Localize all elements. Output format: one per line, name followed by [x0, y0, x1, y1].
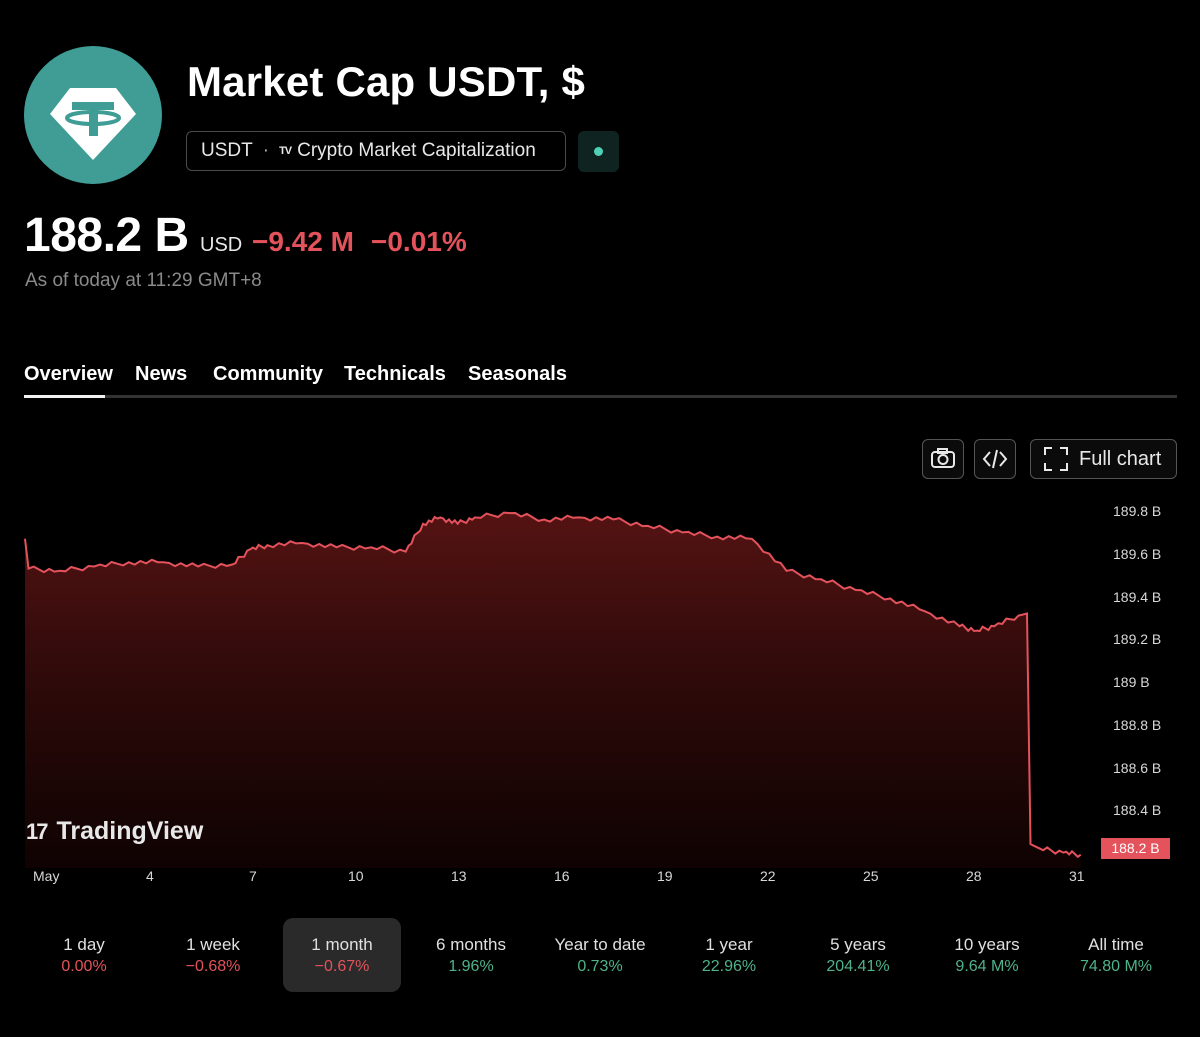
currency-label: USD [200, 234, 243, 256]
tether-diamond-icon [50, 88, 136, 160]
tab-active-indicator [24, 395, 105, 398]
y-axis-tick: 189.2 B [1113, 631, 1162, 647]
tradingview-watermark: 17 TradingView [26, 817, 203, 846]
x-axis-tick: 13 [451, 868, 467, 884]
chart-area-fill [25, 512, 1081, 868]
period-label: Year to date [554, 935, 646, 954]
period-10-years[interactable]: 10 years 9.64 M% [928, 918, 1046, 992]
period-change: 0.73% [577, 958, 623, 975]
full-chart-label: Full chart [1079, 447, 1162, 470]
period-1-day[interactable]: 1 day 0.00% [25, 918, 143, 992]
as-of-timestamp: As of today at 11:29 GMT+8 [25, 270, 262, 291]
change-value: −9.42 M [252, 226, 354, 257]
period-change: −0.68% [185, 958, 241, 975]
period-1-year[interactable]: 1 year 22.96% [670, 918, 788, 992]
period-label: All time [1088, 935, 1144, 954]
x-axis-tick: May [33, 868, 60, 884]
x-axis-tick: 7 [249, 868, 257, 884]
tab-community[interactable]: Community [213, 363, 323, 385]
separator-dot: · [262, 140, 270, 161]
period-change: 0.00% [61, 958, 107, 975]
period-change: 204.41% [826, 958, 890, 975]
tether-logo [24, 46, 162, 184]
embed-button[interactable] [974, 439, 1016, 479]
period-label: 6 months [436, 935, 506, 954]
period-5-years[interactable]: 5 years 204.41% [799, 918, 917, 992]
tab-technicals[interactable]: Technicals [344, 363, 446, 385]
symbol-label: USDT [201, 140, 253, 161]
market-cap-chart[interactable] [0, 490, 1200, 890]
source-label: Crypto Market Capitalization [297, 140, 536, 161]
period-change: 9.64 M% [955, 958, 1019, 975]
period-label: 10 years [954, 935, 1020, 954]
tab-overview[interactable]: Overview [24, 363, 113, 385]
y-axis-tick: 189.4 B [1113, 589, 1162, 605]
period-label: 1 week [186, 935, 240, 954]
period-1-week[interactable]: 1 week −0.68% [154, 918, 272, 992]
x-axis-tick: 16 [554, 868, 570, 884]
status-dot-icon [594, 147, 603, 156]
current-value: 188.2 B [24, 209, 189, 262]
period-year-to-date[interactable]: Year to date 0.73% [541, 918, 659, 992]
x-axis-tick: 10 [348, 868, 364, 884]
period-6-months[interactable]: 6 months 1.96% [412, 918, 530, 992]
change-percent: −0.01% [371, 226, 467, 257]
screenshot-button[interactable] [922, 439, 964, 479]
period-label: 1 day [63, 935, 105, 954]
expand-icon [1044, 447, 1068, 471]
last-value-badge: 188.2 B [1101, 838, 1170, 859]
x-axis-tick: 22 [760, 868, 776, 884]
x-axis-tick: 19 [657, 868, 673, 884]
period-change: 1.96% [448, 958, 494, 975]
period-label: 1 year [705, 935, 753, 954]
market-status-indicator[interactable] [578, 131, 619, 172]
tab-news[interactable]: News [135, 363, 188, 385]
x-axis-tick: 28 [966, 868, 982, 884]
code-icon [982, 449, 1008, 469]
page-title: Market Cap USDT, $ [187, 58, 586, 105]
period-label: 5 years [830, 935, 886, 954]
y-axis-tick: 189.6 B [1113, 546, 1162, 562]
period-1-month[interactable]: 1 month −0.67% [283, 918, 401, 992]
y-axis-tick: 189 B [1113, 674, 1150, 690]
chart-series-line [24, 511, 1082, 859]
tab-seasonals[interactable]: Seasonals [468, 363, 567, 385]
tab-underline-track [24, 395, 1177, 398]
watermark-text: TradingView [56, 817, 204, 845]
x-axis-tick: 25 [863, 868, 879, 884]
x-axis-tick: 4 [146, 868, 154, 884]
full-chart-button[interactable]: Full chart [1030, 439, 1177, 479]
tradingview-small-icon: TV [279, 145, 292, 157]
period-change: 74.80 M% [1079, 958, 1153, 975]
period-label: 1 month [311, 935, 373, 954]
tradingview-logo-icon: 17 [26, 818, 49, 844]
period-change: 22.96% [701, 958, 757, 975]
y-axis-tick: 189.8 B [1113, 503, 1162, 519]
y-axis-tick: 188.8 B [1113, 717, 1162, 733]
y-axis-tick: 188.4 B [1113, 802, 1162, 818]
camera-icon [931, 448, 955, 468]
x-axis-tick: 31 [1069, 868, 1085, 884]
period-all-time[interactable]: All time 74.80 M% [1057, 918, 1175, 992]
source-pill[interactable]: USDT · TV Crypto Market Capitalization [186, 131, 566, 171]
period-change: −0.67% [314, 958, 370, 975]
y-axis-tick: 188.6 B [1113, 760, 1162, 776]
